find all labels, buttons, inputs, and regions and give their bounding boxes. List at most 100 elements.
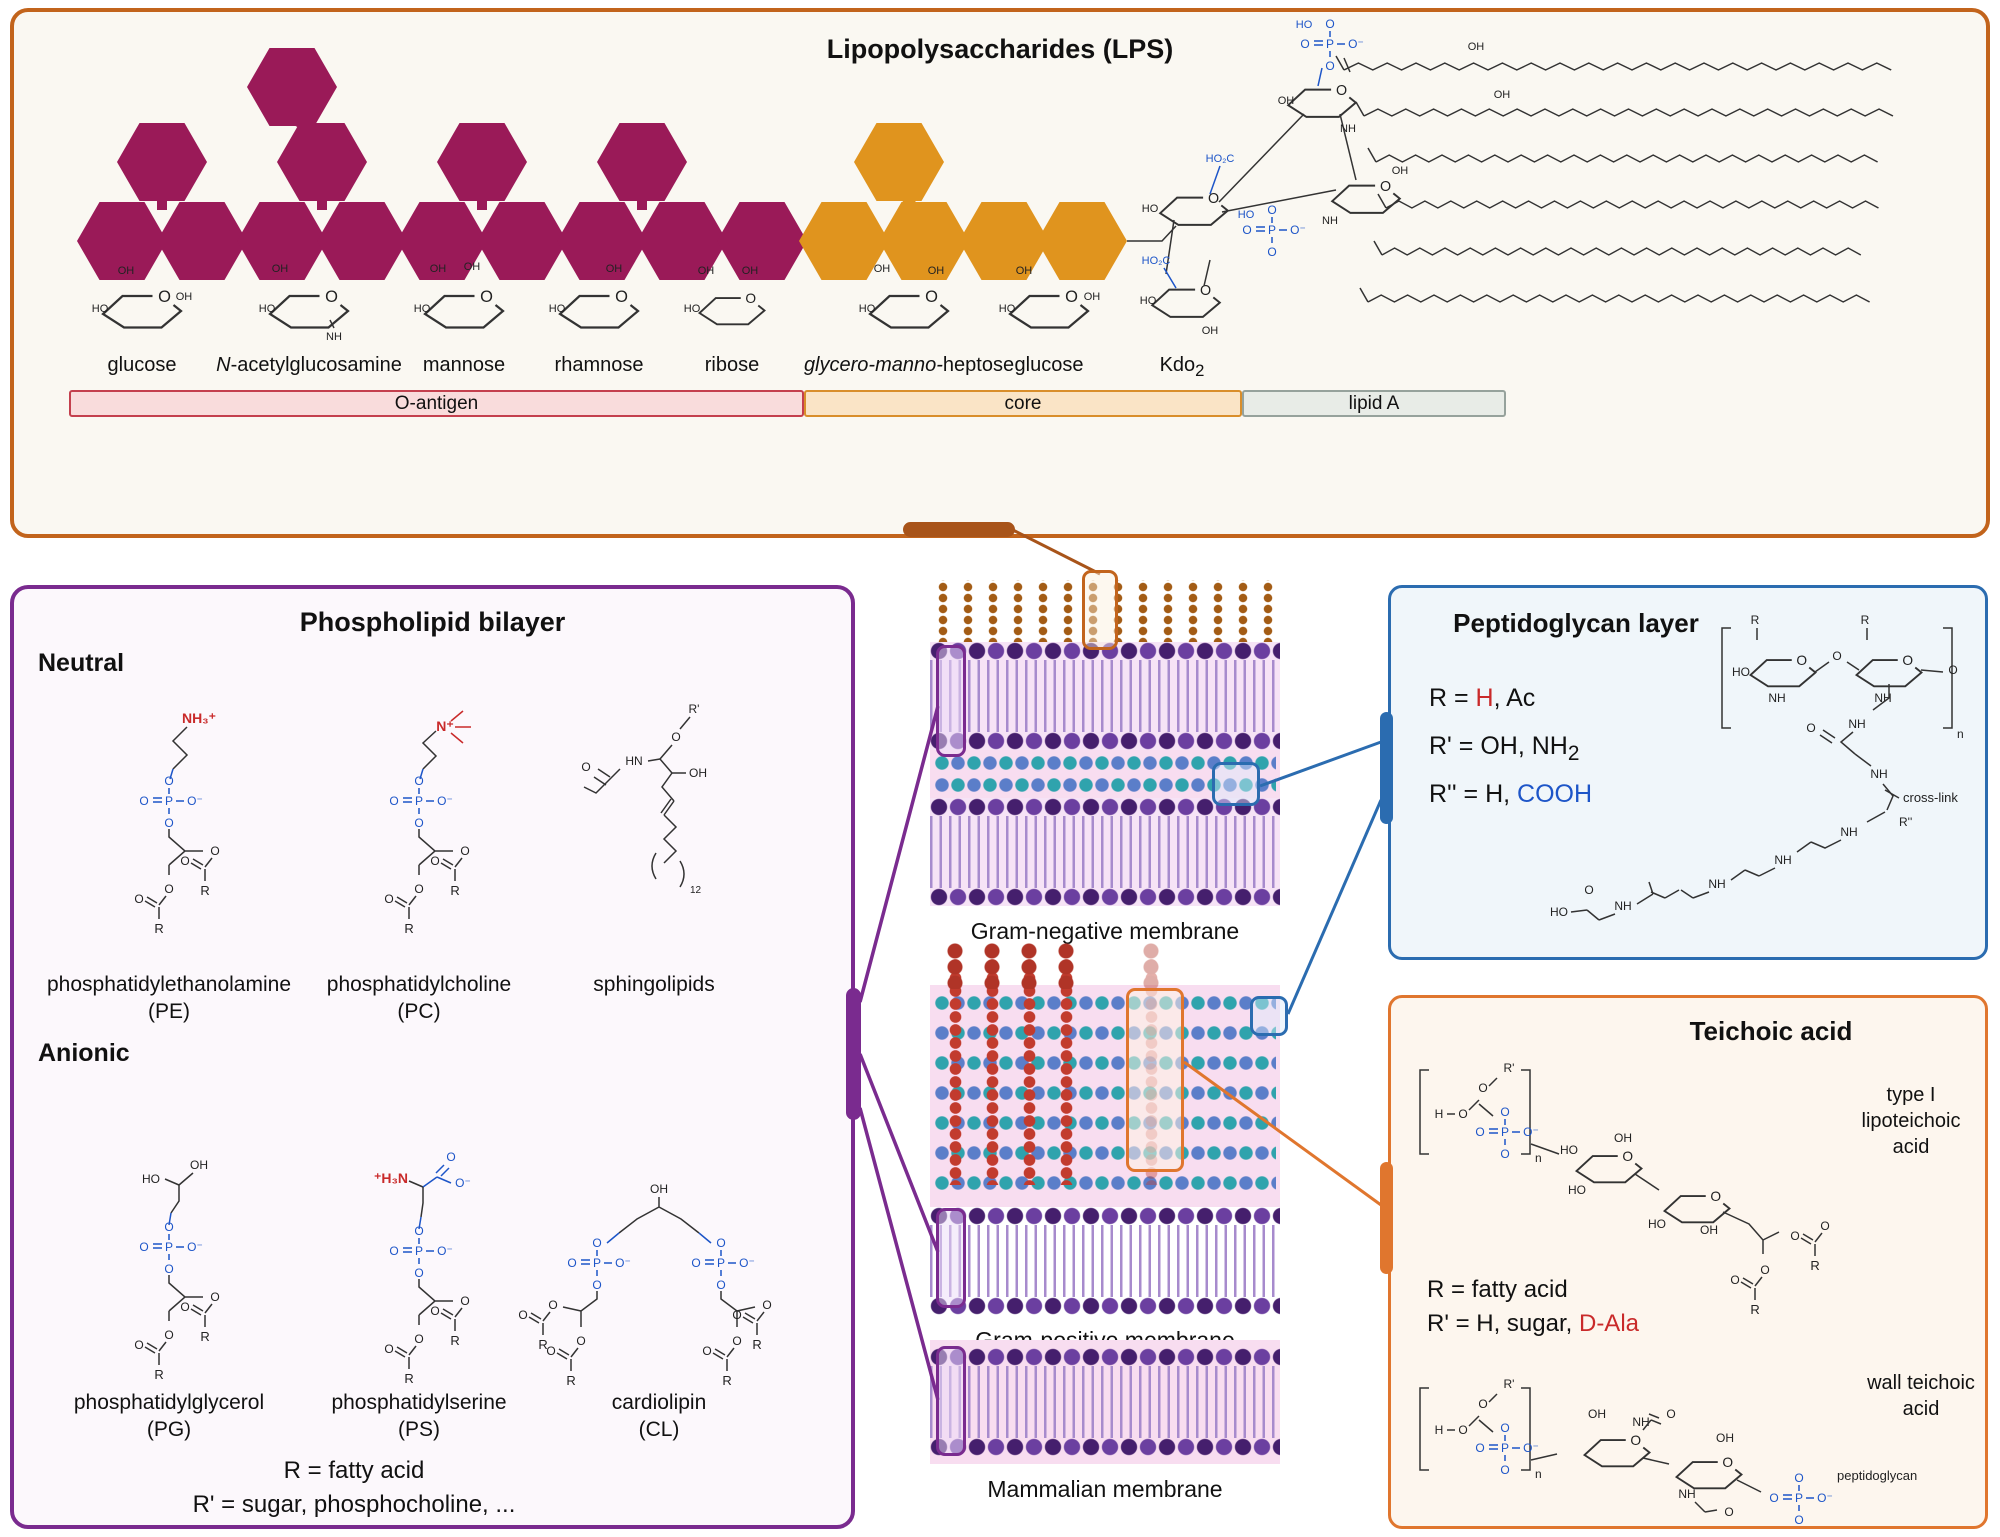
peptidoglycan-panel: Peptidoglycan layer R = H, Ac R' = OH, N… xyxy=(1388,585,1988,960)
pe-structure: NH₃⁺ xyxy=(134,710,219,936)
svg-text:HO: HO xyxy=(1140,295,1157,307)
lipoteichoic-acid-chain xyxy=(945,943,966,1185)
svg-text:O: O xyxy=(1458,1107,1467,1121)
svg-text:HO: HO xyxy=(1238,209,1255,221)
svg-text:NH: NH xyxy=(1708,877,1725,891)
svg-text:OH: OH xyxy=(928,265,945,277)
peptidoglycan-mesh xyxy=(930,943,1280,1207)
svg-text:O: O xyxy=(1832,649,1841,663)
svg-text:R': R' xyxy=(1504,1061,1515,1075)
svg-text:HO: HO xyxy=(1142,203,1159,215)
svg-text:R': R' xyxy=(689,702,700,716)
phospholipid-panel: Phospholipid bilayer Neutral Anionic NH₃… xyxy=(10,585,855,1529)
svg-text:OH: OH xyxy=(1700,1223,1718,1237)
ps-label: phosphatidylserine (PS) xyxy=(331,1391,507,1441)
svg-text:O: O xyxy=(1458,1423,1467,1437)
svg-text:HO: HO xyxy=(999,303,1016,315)
anionic-heading: Anionic xyxy=(38,1039,130,1067)
svg-text:OH: OH xyxy=(874,263,891,275)
lps-title: Lipopolysaccharides (LPS) xyxy=(826,34,1174,64)
r-doubleprime-definition: R'' = H, COOH xyxy=(1429,780,1593,808)
svg-text:HO: HO xyxy=(1568,1183,1586,1197)
svg-text:NH: NH xyxy=(1774,853,1791,867)
svg-text:OH: OH xyxy=(1392,165,1409,177)
svg-text:NH: NH xyxy=(1632,1415,1649,1429)
r-legend: R = fatty acid xyxy=(283,1457,425,1484)
neutral-heading: Neutral xyxy=(38,649,125,677)
r-definition: R = fatty acid xyxy=(1427,1276,1568,1303)
svg-text:OH: OH xyxy=(430,263,447,275)
sugar-label-heptose: glycero-manno-heptose xyxy=(803,354,1015,376)
gram-negative-membrane-diagram: Gram-negative membrane xyxy=(930,580,1280,945)
peptidoglycan-connector-bar xyxy=(1380,712,1393,824)
lps-panel: Lipopolysaccharides (LPS) HO OH OH OH HO NH xyxy=(10,8,1990,538)
svg-text:NH: NH xyxy=(1340,123,1356,135)
svg-text:NH: NH xyxy=(1848,717,1865,731)
mammalian-label: Mammalian membrane xyxy=(987,1476,1223,1502)
svg-text:NH: NH xyxy=(1678,1487,1695,1501)
svg-text:OH: OH xyxy=(1588,1407,1606,1421)
teichoic-structures-svg: n H O O R' HO HO OH HO OH n H xyxy=(1419,1061,1917,1526)
teichoic-highlight-box xyxy=(1126,988,1184,1172)
phospholipid-highlight-gn xyxy=(936,645,966,757)
svg-text:12: 12 xyxy=(690,885,702,896)
core-bar: core xyxy=(804,390,1242,417)
svg-text:OH: OH xyxy=(742,265,759,277)
svg-text:OH: OH xyxy=(1278,95,1295,107)
ps-structure: ⁺H₃N O O⁻ xyxy=(374,1150,471,1386)
o-antigen-bar: O-antigen xyxy=(69,390,804,417)
wall-teichoic-note: wall teichoic acid xyxy=(1867,1372,1975,1420)
lipid-a-bar: lipid A xyxy=(1242,390,1506,417)
svg-text:HO: HO xyxy=(92,303,109,315)
svg-text:NH: NH xyxy=(1870,767,1887,781)
phospholipid-connector-bar xyxy=(846,988,861,1120)
svg-text:OH: OH xyxy=(176,291,193,303)
lps-highlight-box xyxy=(1082,570,1118,650)
svg-text:O: O xyxy=(581,760,590,774)
svg-text:n: n xyxy=(1535,1467,1542,1481)
svg-text:OH: OH xyxy=(1084,291,1101,303)
svg-text:HO₂C: HO₂C xyxy=(1206,153,1235,165)
svg-text:HO: HO xyxy=(1648,1217,1666,1231)
svg-text:O: O xyxy=(1948,663,1957,677)
svg-text:OH: OH xyxy=(606,263,623,275)
svg-text:OH: OH xyxy=(118,265,135,277)
peptidoglycan-highlight-gn xyxy=(1212,762,1260,806)
svg-text:NH: NH xyxy=(1874,691,1891,705)
lipoteichoic-acid-chain xyxy=(1056,943,1077,1185)
svg-text:HO: HO xyxy=(859,303,876,315)
svg-text:HO: HO xyxy=(684,303,701,315)
svg-text:O⁻: O⁻ xyxy=(455,1176,471,1190)
svg-text:R: R xyxy=(1861,613,1870,627)
svg-text:O: O xyxy=(1666,1407,1675,1421)
teichoic-title: Teichoic acid xyxy=(1689,1016,1853,1046)
sugar-label-rhamnose: rhamnose xyxy=(554,354,644,376)
svg-text:HO: HO xyxy=(1296,19,1313,31)
svg-text:HO: HO xyxy=(142,1172,160,1186)
svg-text:R'': R'' xyxy=(1899,815,1912,829)
mammalian-membrane-diagram: Mammalian membrane xyxy=(930,1340,1280,1503)
outer-membrane-bilayer xyxy=(930,642,1280,750)
svg-text:NH: NH xyxy=(326,331,342,343)
gram-negative-label: Gram-negative membrane xyxy=(970,918,1240,944)
svg-text:NH: NH xyxy=(1768,691,1785,705)
pg-label: phosphatidylglycerol (PG) xyxy=(73,1391,265,1441)
wall-teichoic-structure: n H O O R' OH NH O OH NH O peptidoglycan xyxy=(1419,1377,1917,1526)
svg-text:n: n xyxy=(1957,727,1964,741)
svg-text:OH: OH xyxy=(1468,41,1485,53)
svg-text:OH: OH xyxy=(1016,265,1033,277)
svg-text:H: H xyxy=(1435,1423,1444,1437)
sugar-label-nag: N-acetylglucosamine xyxy=(216,354,402,376)
svg-text:OH: OH xyxy=(1494,89,1511,101)
lipoteichoic-structure: n H O O R' HO HO OH HO OH xyxy=(1419,1061,1831,1318)
phospholipid-structures: NH₃⁺ N⁺ R' O HN O xyxy=(14,702,773,1389)
sugar-label-kdo2: Kdo2 xyxy=(1159,354,1205,380)
mammalian-bilayer xyxy=(930,1340,1280,1464)
sphingolipid-structure: R' O HN O OH 12 xyxy=(581,702,707,896)
sugar-label-ribose: ribose xyxy=(704,354,760,376)
teichoic-connector-bar xyxy=(1380,1162,1393,1274)
gram-positive-membrane-diagram: Gram-positive membrane xyxy=(930,943,1280,1354)
phospholipid-highlight-gp xyxy=(936,1208,966,1308)
periplasm-peptidoglycan xyxy=(930,750,1280,798)
